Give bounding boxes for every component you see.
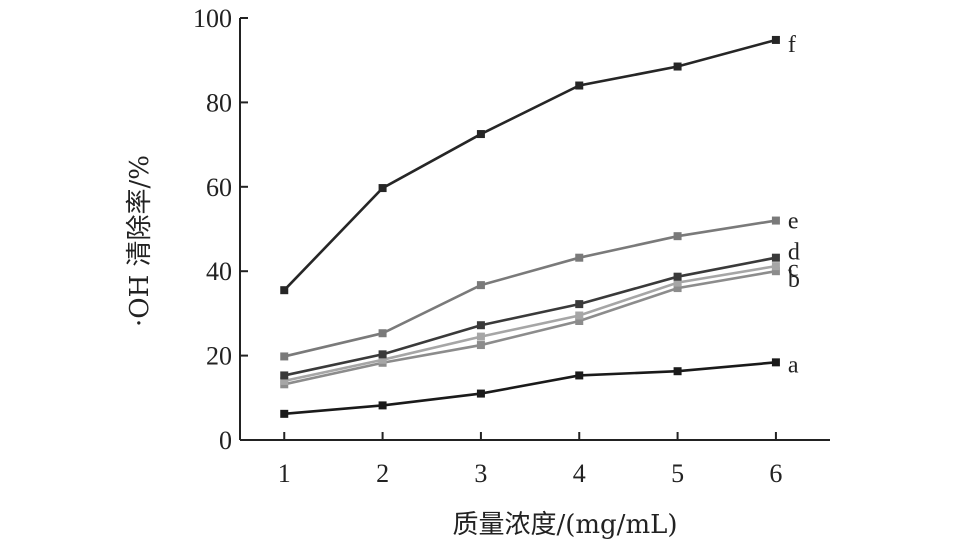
data-point-d — [280, 371, 289, 380]
data-point-c — [771, 262, 780, 271]
y-tick-label: 0 — [219, 426, 232, 455]
x-tick-label: 3 — [474, 459, 487, 488]
x-ticks: 1 2 3 4 5 6 — [278, 432, 782, 488]
x-tick-label: 2 — [376, 459, 389, 488]
data-point-a — [771, 358, 780, 367]
series-line-b — [283, 269, 777, 386]
series-e: e — [280, 209, 799, 361]
data-point-f — [378, 184, 387, 193]
data-point-a — [378, 401, 387, 410]
data-point-e — [575, 253, 584, 262]
data-point-e — [378, 329, 387, 338]
series-line-d — [283, 256, 777, 377]
series-label-b: b — [788, 267, 800, 293]
axes — [239, 18, 830, 441]
x-tick-label: 1 — [278, 459, 291, 488]
data-point-e — [673, 232, 682, 241]
data-point-d — [476, 321, 485, 330]
series-f: f — [280, 32, 796, 295]
data-point-d — [575, 300, 584, 309]
data-point-c — [575, 311, 584, 320]
data-point-f — [476, 130, 485, 139]
data-point-f — [673, 62, 682, 71]
data-point-f — [280, 286, 289, 295]
series-d: d — [280, 240, 800, 380]
data-point-d — [673, 272, 682, 281]
y-tick-label: 80 — [206, 88, 232, 117]
data-point-b — [476, 341, 485, 350]
data-point-f — [575, 81, 584, 90]
series-b: b — [280, 267, 800, 389]
y-tick-label: 60 — [206, 173, 232, 202]
series-a: a — [280, 352, 799, 418]
data-point-b — [575, 316, 584, 325]
series-label-a: a — [788, 352, 799, 378]
data-point-a — [673, 367, 682, 376]
data-point-d — [771, 253, 780, 262]
x-tick-label: 4 — [573, 459, 586, 488]
y-tick-label: 20 — [206, 342, 232, 371]
y-axis-title: ·OH 清除率/% — [125, 155, 155, 327]
data-point-a — [280, 409, 289, 418]
data-point-c — [673, 278, 682, 287]
series-line-e — [283, 219, 777, 358]
series-c: c — [280, 256, 799, 385]
series-label-e: e — [788, 209, 799, 235]
data-point-b — [771, 267, 780, 276]
x-tick-label: 5 — [671, 459, 684, 488]
data-point-e — [476, 281, 485, 290]
y-ticks: 0 20 40 60 80 100 — [193, 4, 248, 455]
y-tick-label: 40 — [206, 257, 232, 286]
series-label-c: c — [788, 256, 799, 282]
x-tick-label: 6 — [769, 459, 782, 488]
data-point-a — [476, 389, 485, 398]
data-point-f — [771, 35, 780, 44]
data-point-c — [378, 355, 387, 364]
series-line-a — [284, 361, 777, 416]
data-point-c — [280, 376, 289, 385]
data-point-b — [673, 284, 682, 293]
y-tick-label: 100 — [193, 4, 232, 33]
x-axis-title: 质量浓度/(mg/mL) — [452, 510, 677, 540]
data-point-e — [771, 216, 780, 225]
series-line-f — [283, 38, 777, 292]
series-label-d: d — [788, 240, 800, 266]
data-point-e — [280, 352, 289, 361]
data-point-c — [476, 332, 485, 341]
data-point-d — [378, 350, 387, 359]
series-label-f: f — [788, 32, 796, 58]
data-point-a — [575, 371, 584, 380]
series-line-c — [283, 264, 777, 383]
